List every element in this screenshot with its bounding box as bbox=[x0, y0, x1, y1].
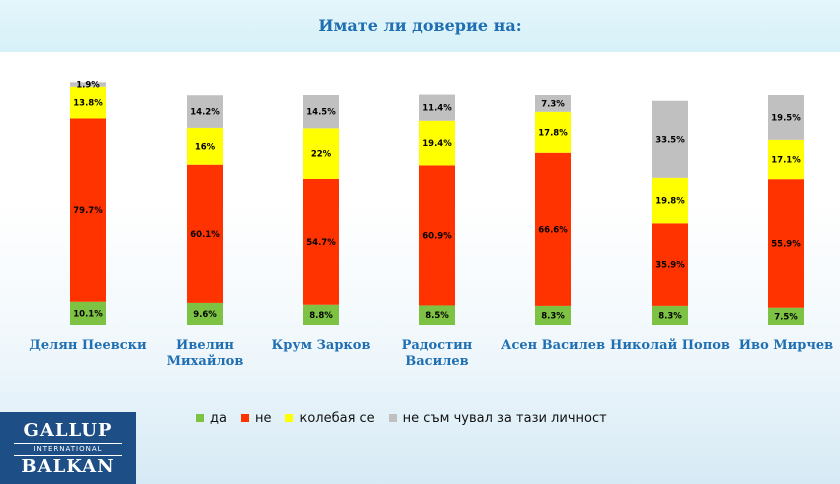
data-label: 33.5% bbox=[655, 135, 685, 145]
category-label: Асен Василев bbox=[501, 338, 605, 353]
legend-label-ne: не bbox=[254, 410, 272, 426]
legend-item-ne-sam-chuval: не съм чувал за тази личност bbox=[388, 410, 607, 426]
data-label: 79.7% bbox=[73, 206, 103, 216]
chart-title: Имате ли доверие на: bbox=[318, 16, 522, 35]
data-label: 16% bbox=[195, 142, 216, 152]
bar-segment-ne bbox=[535, 152, 571, 306]
data-label: 55.9% bbox=[771, 239, 801, 249]
bar-segment-kolebaya bbox=[303, 128, 339, 179]
legend-swatch-ne bbox=[240, 414, 249, 422]
bar-segment-kolebaya bbox=[768, 139, 804, 180]
logo-text-gallup: GALLUP bbox=[23, 420, 113, 441]
bar-segment-da bbox=[187, 302, 223, 325]
bar-segment-da bbox=[303, 304, 339, 325]
data-label: 13.8% bbox=[73, 99, 103, 109]
legend-item-da: да bbox=[196, 411, 227, 426]
category-label: Ивелин Михайлов bbox=[167, 338, 244, 369]
logo-text-balkan: BALKAN bbox=[21, 456, 115, 477]
bar-segment-da bbox=[768, 307, 804, 325]
bar-segment-kolebaya bbox=[419, 120, 455, 166]
data-label: 1.9% bbox=[76, 81, 100, 91]
legend-item-ne: не bbox=[240, 410, 272, 426]
category-label: Николай Попов bbox=[610, 338, 730, 353]
data-label: 60.1% bbox=[190, 230, 220, 240]
legend-swatch-kolebaya bbox=[285, 414, 294, 422]
legend-label-da: да bbox=[210, 410, 227, 426]
category-label: Радостин Василев bbox=[402, 338, 473, 369]
category-label: Делян Пеевски bbox=[29, 338, 147, 353]
bar-segment-ne bbox=[187, 164, 223, 303]
bar-segment-ne bbox=[70, 118, 106, 302]
bar-segment-ne bbox=[303, 178, 339, 305]
bar-segment-ne-sam-chuval bbox=[303, 95, 339, 129]
legend-swatch-da bbox=[196, 414, 204, 422]
legend-item-kolebaya: колебая се bbox=[285, 410, 375, 426]
bar-segment-ne-sam-chuval bbox=[768, 95, 804, 140]
bar-segment-kolebaya bbox=[187, 127, 223, 165]
category-label: Крум Зарков bbox=[271, 338, 370, 353]
gallup-balkan-logo: GALLUP INTERNATIONAL BALKAN bbox=[0, 412, 136, 484]
data-label: 19.8% bbox=[655, 197, 685, 207]
bar-segment-da bbox=[70, 301, 106, 325]
data-label: 7.5% bbox=[774, 312, 798, 322]
data-label: 17.8% bbox=[538, 128, 568, 138]
data-label: 11.4% bbox=[422, 104, 452, 114]
bar-segment-ne bbox=[652, 223, 688, 306]
bar-segment-kolebaya bbox=[70, 86, 106, 119]
title-band bbox=[0, 0, 840, 52]
bar-segment-ne-sam-chuval bbox=[535, 95, 571, 112]
data-label: 14.5% bbox=[306, 108, 336, 118]
data-label: 22% bbox=[311, 150, 332, 160]
legend-swatch-ne-sam-chuval bbox=[388, 414, 397, 422]
bar-segment-ne-sam-chuval bbox=[187, 95, 223, 128]
data-label: 54.7% bbox=[306, 238, 336, 248]
data-label: 10.1% bbox=[73, 309, 103, 319]
data-label: 35.9% bbox=[655, 261, 685, 271]
category-label: Иво Мирчев bbox=[739, 338, 833, 353]
bar-segment-kolebaya bbox=[535, 111, 571, 153]
bar-segment-da bbox=[652, 305, 688, 325]
bar-segment-kolebaya bbox=[652, 177, 688, 224]
data-label: 8.3% bbox=[541, 311, 565, 321]
data-label: 19.4% bbox=[422, 139, 452, 149]
logo-text-international: INTERNATIONAL bbox=[14, 443, 122, 456]
data-label: 7.3% bbox=[541, 99, 565, 109]
bar-segment-ne bbox=[768, 179, 804, 308]
data-label: 17.1% bbox=[771, 156, 801, 166]
legend-label-ne-sam-chuval: не съм чувал за тази личност bbox=[402, 410, 607, 426]
bar-segment-ne-sam-chuval bbox=[419, 94, 455, 121]
data-label: 8.8% bbox=[309, 311, 333, 321]
bar-segment-ne-sam-chuval bbox=[70, 82, 106, 87]
data-label: 8.5% bbox=[425, 311, 449, 321]
bar-segment-da bbox=[535, 305, 571, 325]
data-label: 9.6% bbox=[193, 310, 217, 320]
bar-segment-ne bbox=[419, 165, 455, 306]
bar-segment-da bbox=[419, 305, 455, 325]
bar-segment-ne-sam-chuval bbox=[652, 100, 688, 178]
data-label: 66.6% bbox=[538, 225, 568, 235]
data-label: 8.3% bbox=[658, 311, 682, 321]
data-label: 19.5% bbox=[771, 113, 801, 123]
data-label: 60.9% bbox=[422, 231, 452, 241]
data-label: 14.2% bbox=[190, 108, 220, 118]
legend-label-kolebaya: колебая се bbox=[299, 410, 375, 426]
legend: да не колебая се не съм чувал за тази ли… bbox=[196, 409, 621, 427]
stacked-bar-chart: 10.1% 79.7% 13.8% 1.9% Делян Пеевски 9.6% 60.1… bbox=[29, 81, 833, 369]
